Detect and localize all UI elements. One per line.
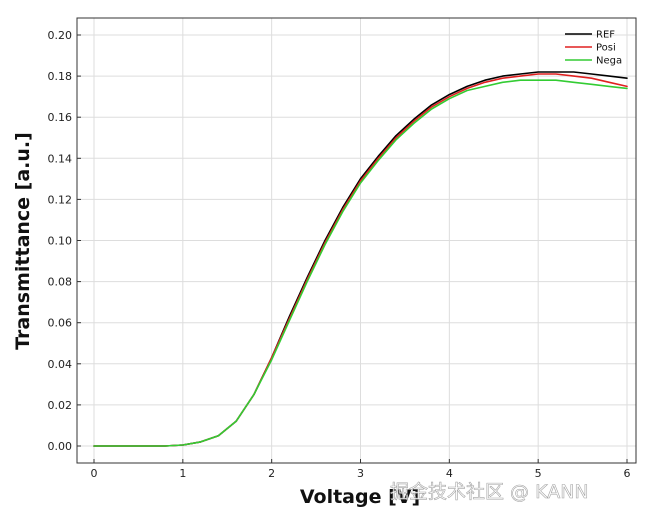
x-axis-title: Voltage [V] bbox=[300, 486, 420, 508]
y-axis-title: Transmittance [a.u.] bbox=[12, 132, 34, 350]
y-tick-label: 0.06 bbox=[48, 317, 73, 330]
x-tick-label: 1 bbox=[179, 467, 186, 480]
y-tick-label: 0.18 bbox=[48, 70, 73, 83]
x-axis-ticks: 0 1 2 3 4 5 6 bbox=[91, 459, 631, 480]
y-tick-label: 0.08 bbox=[48, 276, 73, 289]
x-tick-label: 6 bbox=[624, 467, 631, 480]
y-axis-ticks: 0.00 0.02 0.04 0.06 0.08 0.10 0.12 0.14 0.16 0.18… bbox=[48, 29, 81, 453]
legend: REF Posi Nega bbox=[565, 30, 622, 67]
watermark-text: 掘金技术社区 @ KANN bbox=[390, 481, 589, 503]
grid bbox=[77, 18, 636, 463]
series-line-nega bbox=[93, 79, 628, 447]
y-tick-label: 0.20 bbox=[48, 29, 73, 42]
x-tick-label: 5 bbox=[535, 467, 542, 480]
x-tick-label: 2 bbox=[268, 467, 275, 480]
legend-label-nega: Nega bbox=[596, 56, 622, 67]
y-tick-label: 0.12 bbox=[48, 193, 73, 206]
legend-label-posi: Posi bbox=[596, 43, 616, 54]
y-tick-label: 0.14 bbox=[48, 152, 73, 165]
legend-label-ref: REF bbox=[596, 30, 615, 41]
y-tick-label: 0.10 bbox=[48, 235, 73, 248]
y-tick-label: 0.00 bbox=[48, 440, 73, 453]
series-lines bbox=[93, 71, 628, 447]
x-tick-label: 0 bbox=[91, 467, 98, 480]
y-tick-label: 0.02 bbox=[48, 399, 73, 412]
x-tick-label: 4 bbox=[446, 467, 453, 480]
x-tick-label: 3 bbox=[357, 467, 364, 480]
y-tick-label: 0.16 bbox=[48, 111, 73, 124]
y-tick-label: 0.04 bbox=[48, 358, 73, 371]
